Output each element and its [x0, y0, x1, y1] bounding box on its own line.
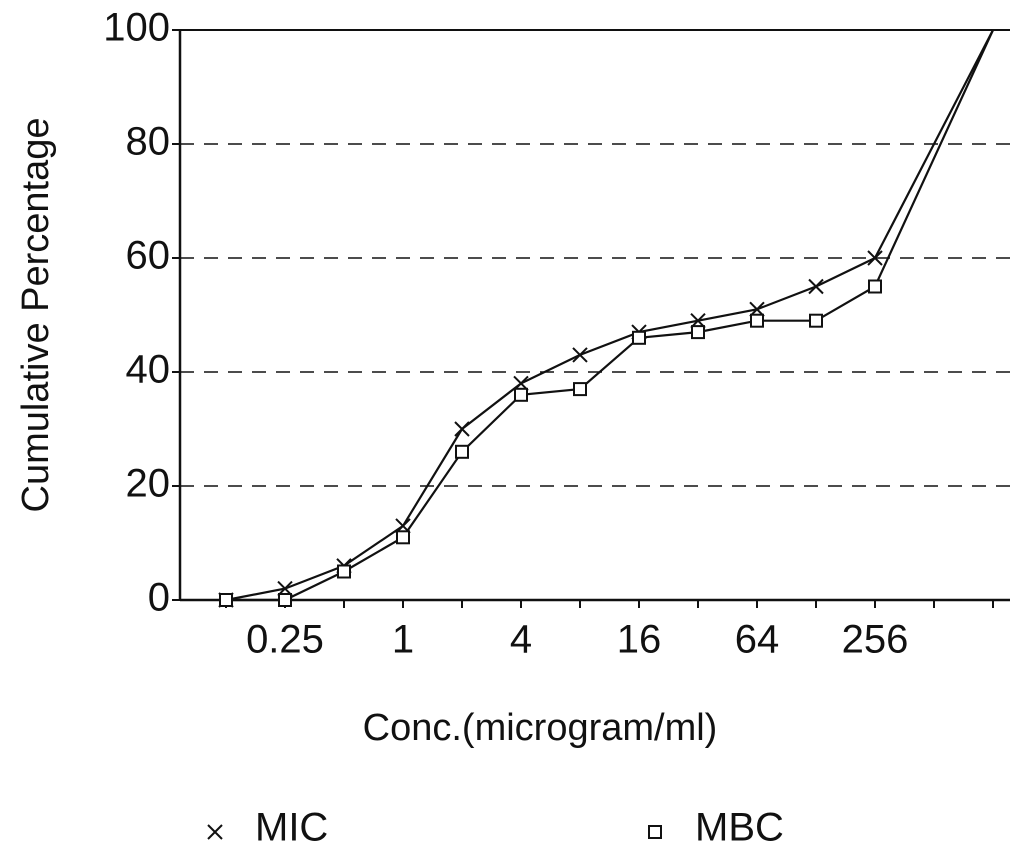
marker-square [396, 530, 410, 545]
legend-label: MIC [255, 806, 328, 850]
y-tick-label: 100 [103, 6, 170, 50]
marker-x [454, 421, 470, 437]
marker-x [808, 278, 824, 295]
marker-square [809, 313, 823, 328]
x-axis-title: Conc.(microgram/ml) [363, 707, 718, 749]
marker-square [278, 593, 292, 607]
marker-x [867, 250, 883, 266]
marker-x [572, 347, 588, 363]
marker-square [868, 279, 882, 294]
x-tick-label: 64 [735, 618, 780, 662]
marker-square [632, 330, 646, 345]
legend-label: MBC [695, 806, 784, 850]
marker-square [750, 313, 764, 328]
marker-square [455, 444, 469, 459]
marker-x [207, 824, 223, 840]
y-axis-title: Cumulative Percentage [15, 118, 57, 513]
marker-square [337, 564, 351, 579]
series-line [225, 29, 994, 602]
marker-square [648, 825, 662, 839]
y-tick-label: 60 [126, 234, 171, 278]
x-tick-label: 16 [617, 618, 662, 662]
marker-square [573, 382, 587, 397]
x-tick-label: 4 [510, 618, 532, 662]
x-tick-label: 1 [392, 618, 414, 662]
x-tick-label: 256 [842, 618, 909, 662]
x-tick-label: 0.25 [246, 618, 324, 662]
y-tick-label: 80 [126, 120, 171, 164]
y-tick-label: 0 [148, 576, 170, 620]
y-tick-label: 40 [126, 348, 171, 392]
marker-square [514, 387, 528, 402]
series-line [226, 29, 994, 602]
marker-square [219, 593, 233, 607]
y-tick-label: 20 [126, 462, 171, 506]
marker-square [691, 325, 705, 340]
